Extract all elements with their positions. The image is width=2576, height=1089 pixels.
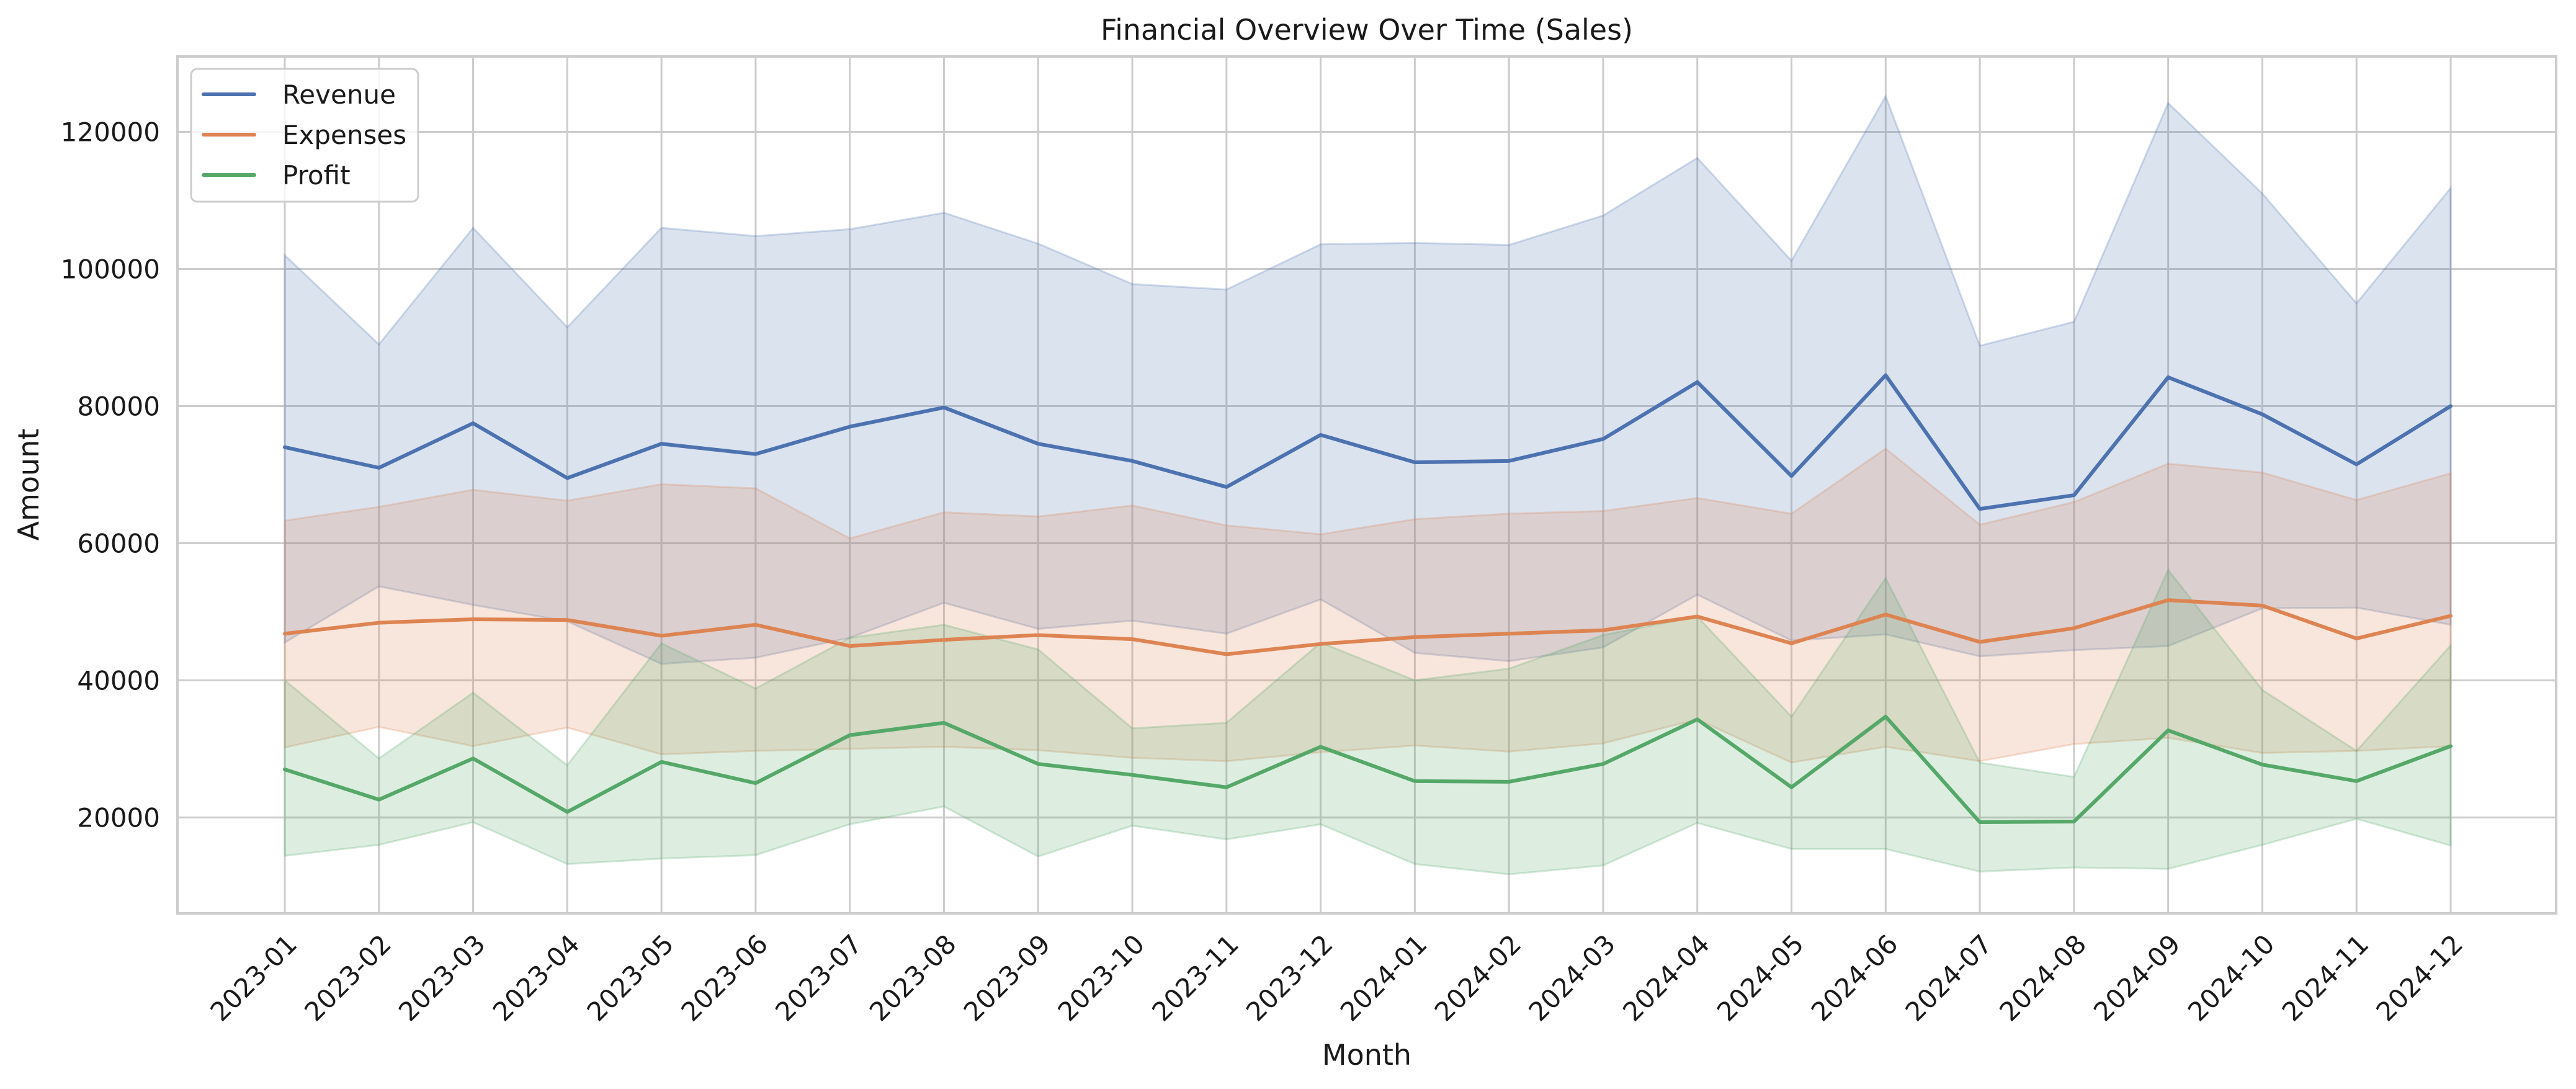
y-tick-label: 80000 [77,391,160,421]
y-tick-label: 40000 [77,665,160,696]
confidence-bands [284,94,2452,876]
revenue-legend-label: Revenue [282,79,396,110]
profit-confidence-band [284,568,2452,876]
y-axis-title: Amount [12,429,45,541]
profit-legend-label: Profit [282,160,351,190]
gridlines [177,56,2556,913]
revenue-confidence-band [284,94,2452,665]
y-tick-labels: 20000 40000 60000 80000 100000 120000 [61,117,160,833]
y-tick-label: 120000 [61,117,160,148]
y-tick-label: 60000 [77,528,160,558]
y-tick-label: 20000 [77,802,160,833]
plot-frame [176,55,2557,915]
y-tick-label: 100000 [61,254,160,284]
expenses-legend-label: Expenses [282,120,406,150]
legend: Revenue Expenses Profit [190,68,419,203]
series-lines [283,373,2453,825]
x-axis-title: Month [1322,1038,1411,1072]
legend-box [190,68,419,203]
profit-line [283,714,2453,825]
expenses-line [283,598,2453,657]
chart-title: Financial Overview Over Time (Sales) [1101,13,1633,47]
revenue-line [283,373,2453,511]
